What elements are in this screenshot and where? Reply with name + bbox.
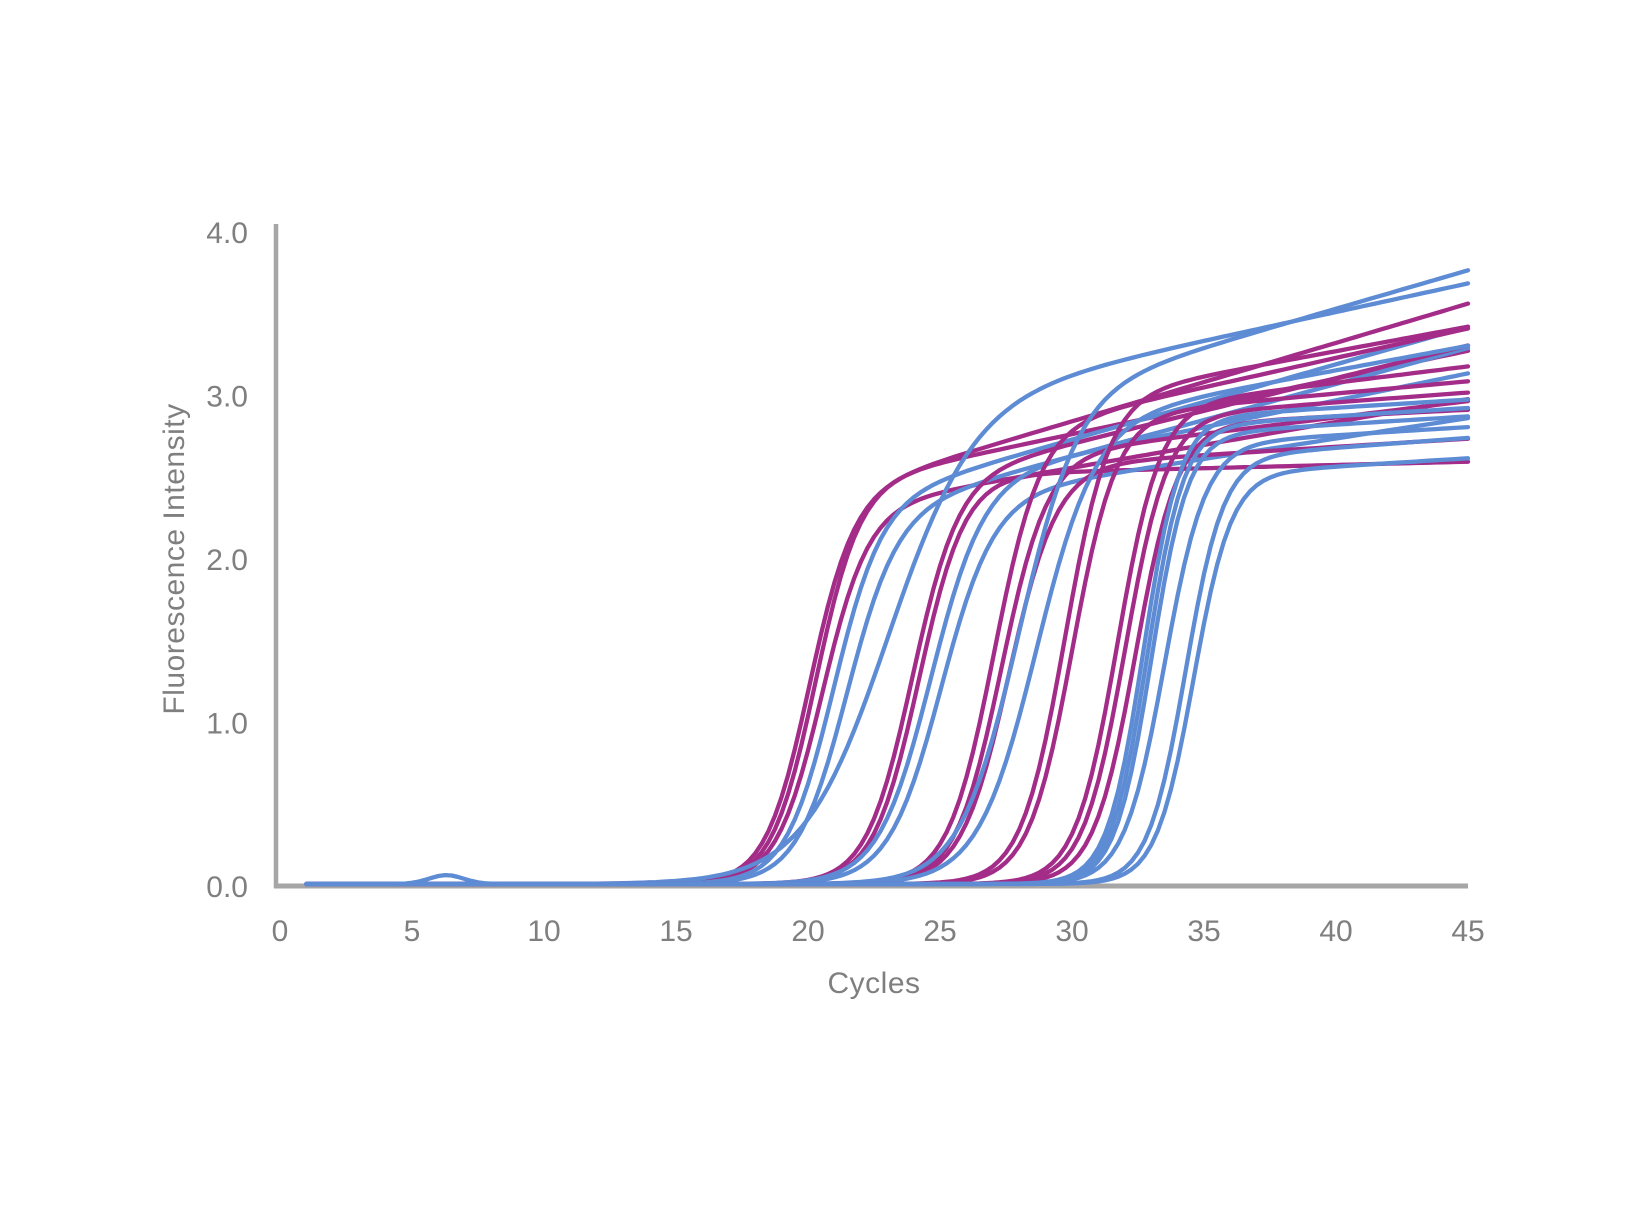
y-tick-labels: 0.0 1.0 2.0 3.0 4.0 [206, 217, 248, 904]
amplification-curve [304, 281, 1471, 887]
y-tick-label: 4.0 [206, 217, 248, 250]
x-axis-title: Cycles [827, 967, 921, 1000]
x-tick-label: 15 [659, 915, 692, 948]
x-tick-label: 45 [1451, 915, 1484, 948]
x-tick-label: 0 [272, 915, 289, 948]
x-tick-label: 35 [1187, 915, 1220, 948]
x-tick-label: 20 [791, 915, 824, 948]
x-tick-label: 40 [1319, 915, 1352, 948]
amplification-curve [304, 268, 1471, 887]
amplification-curve [304, 456, 1471, 887]
y-tick-label: 0.0 [206, 871, 248, 904]
y-tick-label: 1.0 [206, 708, 248, 741]
x-tick-label: 5 [404, 915, 421, 948]
y-tick-label: 3.0 [206, 381, 248, 414]
x-tick-labels: 0 5 10 15 20 25 30 35 40 45 [272, 915, 1485, 948]
x-tick-label: 25 [923, 915, 956, 948]
curve-group [304, 268, 1471, 887]
y-tick-label: 2.0 [206, 544, 248, 577]
amplification-curve [304, 379, 1471, 887]
x-tick-label: 30 [1055, 915, 1088, 948]
y-axis-title: Fluorescence Intensity [158, 403, 191, 715]
x-tick-label: 10 [527, 915, 560, 948]
amplification-curve [304, 405, 1471, 887]
